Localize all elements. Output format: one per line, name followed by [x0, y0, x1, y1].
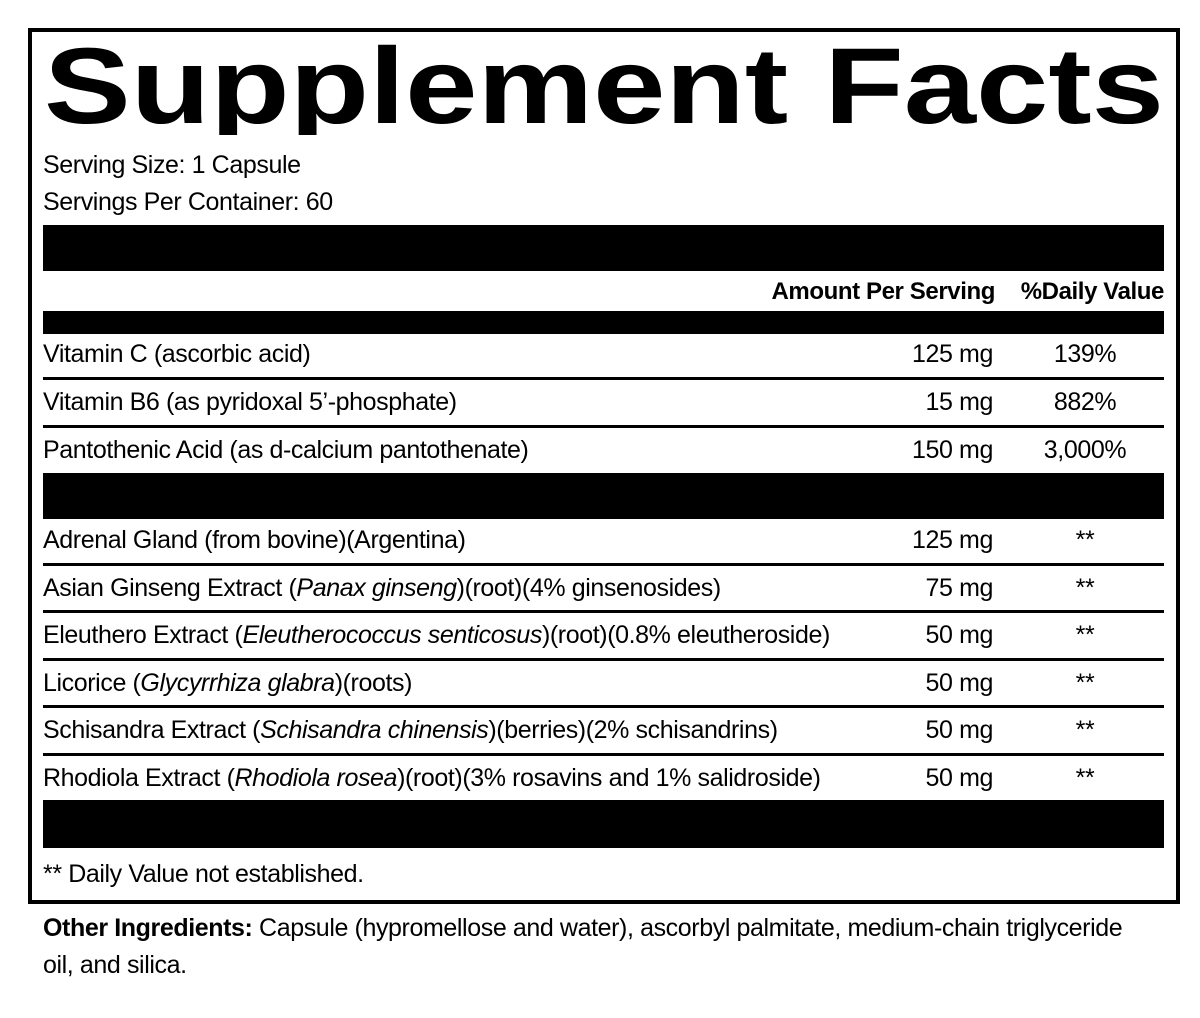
- name-part: Vitamin C (ascorbic acid): [43, 340, 311, 368]
- servings-per-container: Servings Per Container: 60: [43, 188, 333, 216]
- other-label: Other Ingredients:: [43, 914, 253, 942]
- divider-bar: [43, 225, 1164, 271]
- name-part: Asian Ginseng Extract (: [43, 573, 297, 602]
- name-part: Glycyrrhiza glabra: [140, 668, 335, 697]
- name-part: Vitamin B6 (as pyridoxal 5’-phosphate): [43, 388, 457, 416]
- row-rule: [43, 705, 1164, 708]
- other-ingredients: Other Ingredients: Capsule (hypromellose…: [43, 910, 1143, 984]
- facts-box: [28, 28, 1180, 904]
- name-part: Rhodiola Extract (: [43, 763, 235, 792]
- daily-value: **: [1075, 716, 1095, 744]
- row-rule: [43, 562, 1164, 566]
- name-part: Eleuthero Extract (: [43, 621, 243, 649]
- name-part: Adrenal Gland (from bovine)(Argentina): [43, 526, 466, 554]
- amount: 50 mg: [925, 668, 994, 697]
- name-part: Schisandra chinensis: [260, 716, 489, 744]
- amount: 125 mg: [912, 340, 993, 368]
- amount: 75 mg: [925, 573, 994, 602]
- daily-value: 139%: [1053, 340, 1117, 368]
- ingredient-name: Adrenal Gland (from bovine)(Argentina): [43, 525, 466, 555]
- ingredient-name: Vitamin C (ascorbic acid): [43, 339, 311, 369]
- ingredient-name: Vitamin B6 (as pyridoxal 5’-phosphate): [43, 387, 457, 417]
- name-part: Eleutherococcus senticosus: [242, 621, 542, 649]
- amount: 50 mg: [925, 763, 994, 792]
- name-part: Panax ginseng: [296, 573, 457, 602]
- ingredient-name: Asian Ginseng Extract (Panax ginseng)(ro…: [43, 573, 721, 603]
- name-part: )(root)(4% ginsenosides): [456, 573, 722, 602]
- daily-value: **: [1075, 668, 1095, 697]
- ingredient-name: Eleuthero Extract (Eleutherococcus senti…: [43, 620, 830, 650]
- ingredient-name: Schisandra Extract (Schisandra chinensis…: [43, 715, 778, 745]
- amount: 50 mg: [925, 716, 994, 744]
- name-part: )(roots): [334, 668, 413, 697]
- divider-bar: [43, 473, 1164, 519]
- divider-bar: [43, 311, 1164, 334]
- daily-value: **: [1075, 573, 1095, 602]
- amount-header: Amount Per Serving: [771, 278, 995, 305]
- name-part: Pantothenic Acid (as d-calcium pantothen…: [43, 436, 529, 464]
- row-rule: [43, 657, 1164, 661]
- amount: 15 mg: [925, 388, 994, 416]
- serving-size: Serving Size: 1 Capsule: [43, 151, 301, 179]
- name-part: )(berries)(2% schisandrins): [488, 716, 778, 744]
- daily-value: **: [1075, 763, 1095, 792]
- row-rule: [43, 610, 1164, 613]
- name-part: Licorice (: [43, 668, 141, 697]
- ingredient-name: Pantothenic Acid (as d-calcium pantothen…: [43, 435, 529, 465]
- footnote: ** Daily Value not established.: [43, 860, 364, 888]
- amount: 150 mg: [912, 436, 993, 464]
- daily-value: **: [1075, 526, 1095, 554]
- daily-value: **: [1075, 621, 1095, 649]
- daily-value: 882%: [1053, 388, 1117, 416]
- row-rule: [43, 425, 1164, 428]
- name-part: Rhodiola rosea: [234, 763, 398, 792]
- divider-bar: [43, 800, 1164, 848]
- ingredient-name: Licorice (Glycyrrhiza glabra)(roots): [43, 668, 412, 698]
- other-text: Capsule (hypromellose and water), ascorb…: [43, 914, 1123, 979]
- amount: 50 mg: [925, 621, 994, 649]
- name-part: )(root)(3% rosavins and 1% salidroside): [397, 763, 821, 792]
- title-svg: Supplement Facts: [44, 35, 1164, 135]
- ingredient-name: Rhodiola Extract (Rhodiola rosea)(root)(…: [43, 763, 821, 793]
- name-part: Schisandra Extract (: [43, 716, 261, 744]
- daily-value: 3,000%: [1043, 436, 1127, 464]
- row-rule: [43, 752, 1164, 756]
- dv-header: %Daily Value: [1020, 278, 1165, 305]
- title: Supplement Facts: [44, 35, 1164, 135]
- row-rule: [43, 377, 1164, 380]
- amount: 125 mg: [912, 526, 993, 554]
- name-part: )(root)(0.8% eleutheroside): [541, 621, 830, 649]
